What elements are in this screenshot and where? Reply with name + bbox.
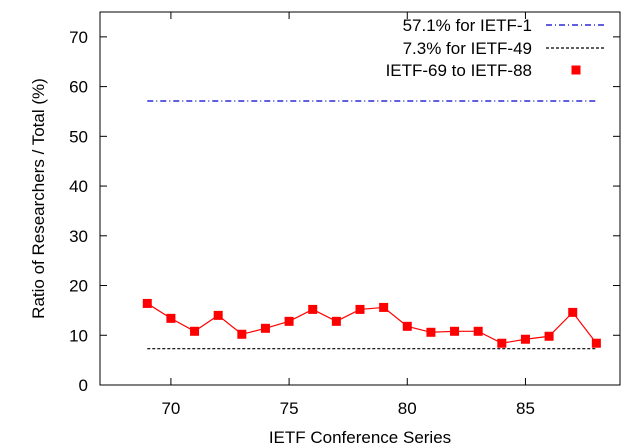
- data-point: [260, 323, 270, 333]
- y-tick-label: 60: [69, 78, 88, 97]
- data-point: [331, 316, 341, 326]
- data-point: [473, 326, 483, 336]
- legend-swatch: [571, 65, 581, 75]
- x-tick-label: 85: [516, 399, 535, 418]
- data-point: [520, 334, 530, 344]
- y-tick-label: 20: [69, 277, 88, 296]
- y-tick-label: 70: [69, 28, 88, 47]
- series-layer: [142, 100, 601, 350]
- y-tick-label: 10: [69, 326, 88, 345]
- legend-label: 7.3% for IETF-49: [403, 39, 532, 58]
- y-tick-label: 30: [69, 227, 88, 246]
- data-point: [166, 313, 176, 323]
- y-axis-title: Ratio of Researchers / Total (%): [29, 78, 48, 319]
- plot-frame: [99, 11, 621, 386]
- legend-label: IETF-69 to IETF-88: [386, 61, 532, 80]
- x-axis-title: IETF Conference Series: [269, 428, 451, 447]
- x-tick-label: 80: [398, 399, 417, 418]
- data-point: [450, 326, 460, 336]
- data-point: [190, 326, 200, 336]
- data-point: [213, 310, 223, 320]
- ticks-layer: 0 10 20 30 40 50 60 70 70 75 80 85: [69, 12, 620, 418]
- data-point: [355, 304, 365, 314]
- data-point: [568, 307, 578, 317]
- data-point: [497, 338, 507, 348]
- data-point: [591, 338, 601, 348]
- data-point: [426, 327, 436, 337]
- x-tick-label: 70: [161, 399, 180, 418]
- data-point: [284, 316, 294, 326]
- y-tick-label: 50: [69, 127, 88, 146]
- data-point: [308, 304, 318, 314]
- y-tick-label: 0: [79, 376, 88, 395]
- data-point: [237, 329, 247, 339]
- legend-label: 57.1% for IETF-1: [403, 16, 532, 35]
- data-point: [544, 331, 554, 341]
- data-point: [379, 302, 389, 312]
- data-point: [142, 298, 152, 308]
- legend: 57.1% for IETF-1 7.3% for IETF-49 IETF-69 …: [386, 16, 606, 80]
- y-tick-label: 40: [69, 177, 88, 196]
- x-tick-label: 75: [280, 399, 299, 418]
- data-point: [402, 321, 412, 331]
